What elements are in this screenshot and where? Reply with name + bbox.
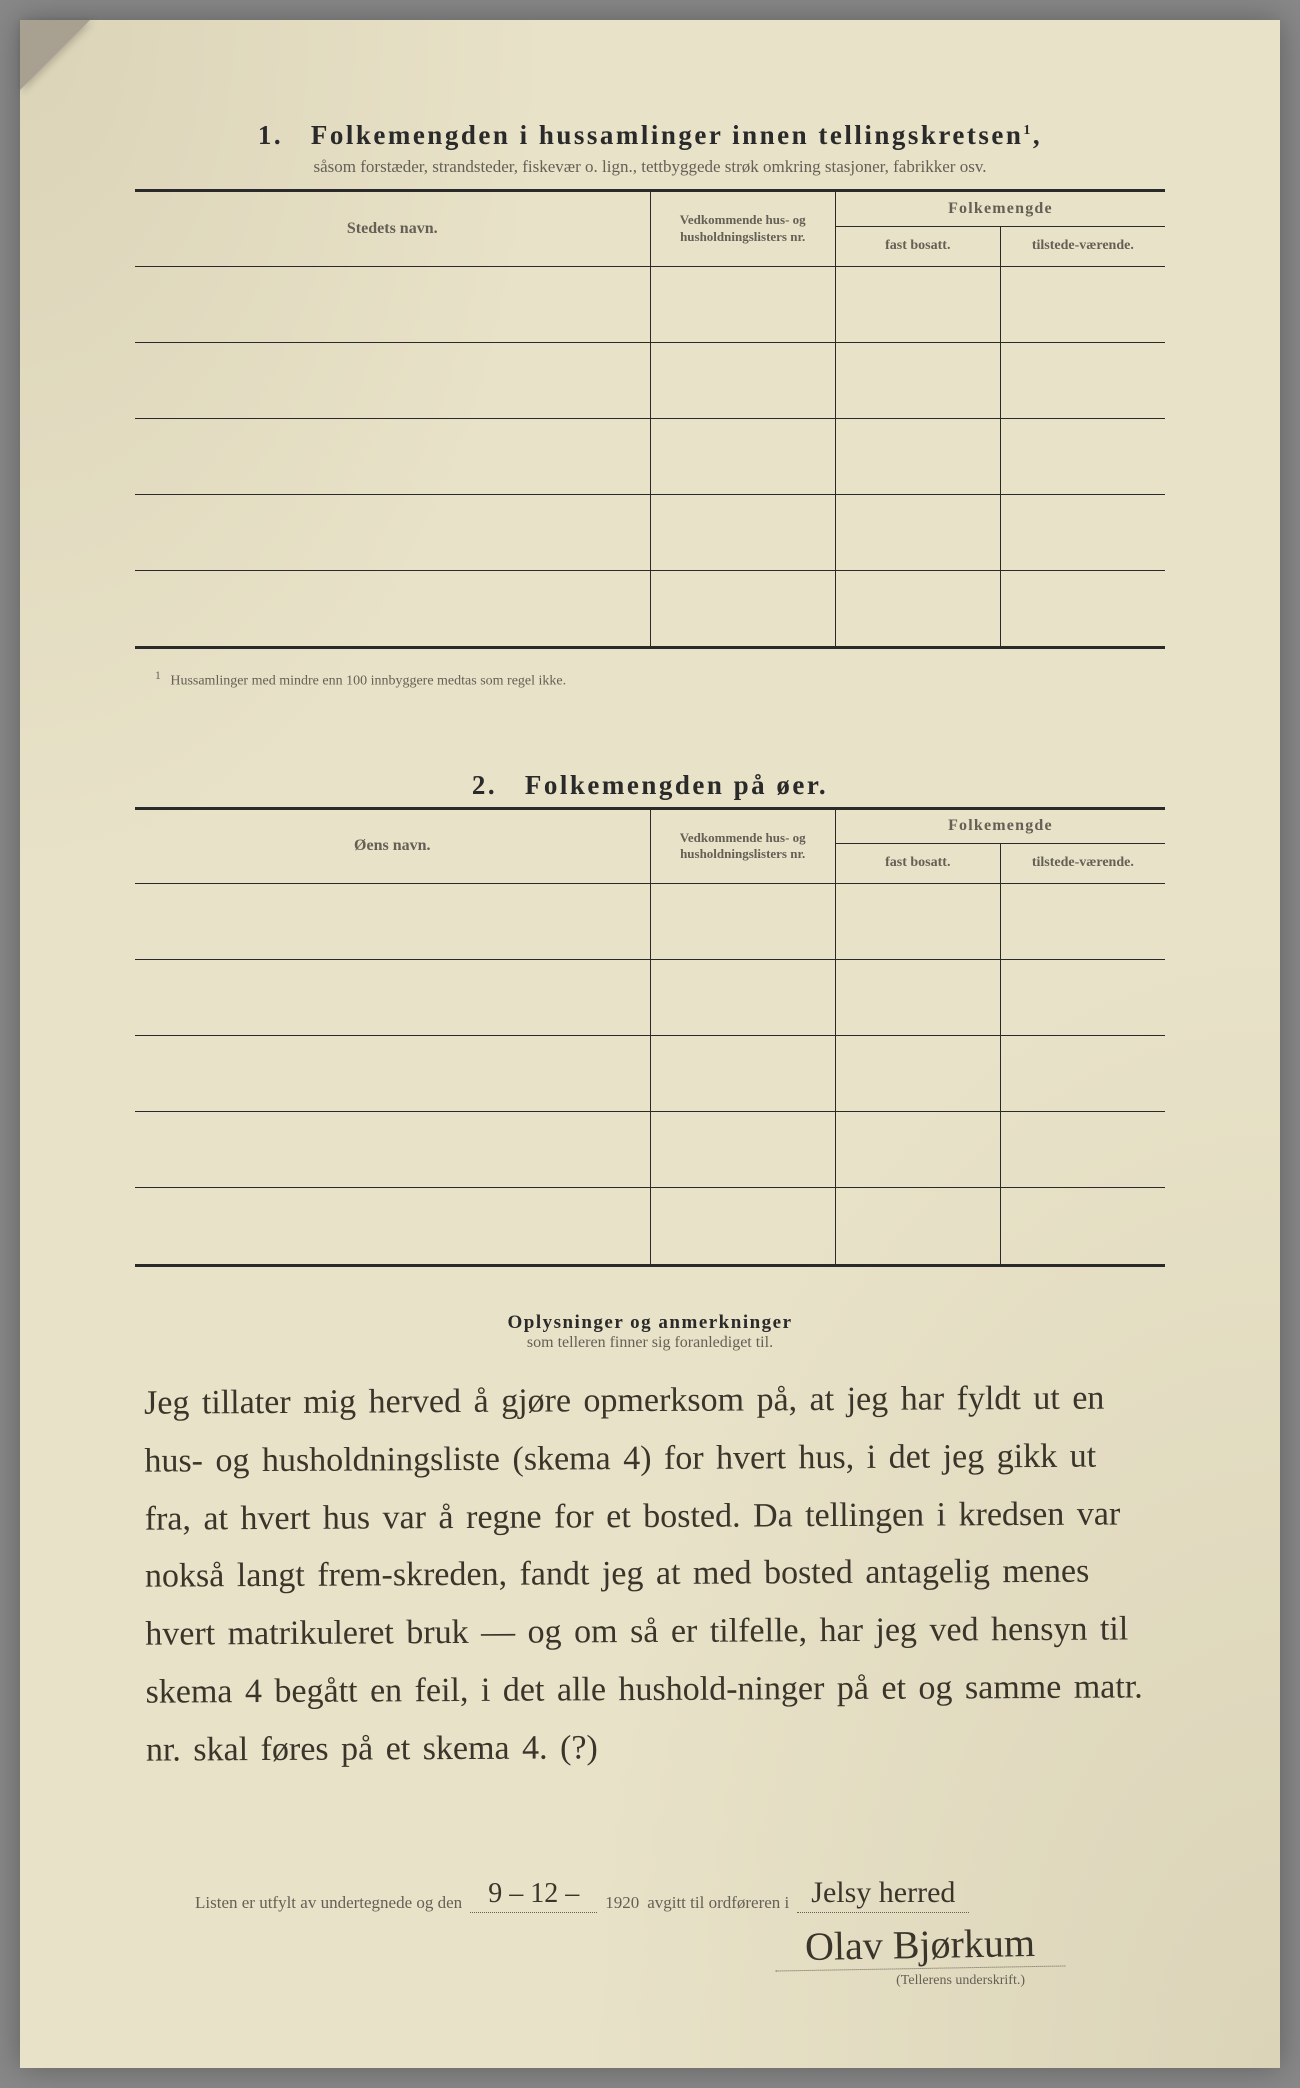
section2-title-text: Folkemengden på øer. [525, 770, 828, 800]
remarks-title: Oplysninger og anmerkninger [135, 1312, 1165, 1334]
signature-caption: (Tellerens underskrift.) [135, 1973, 1165, 1989]
col-stedets-navn: Stedets navn. [135, 192, 650, 266]
table-row [135, 494, 1165, 570]
section1-title-text: Folkemengden i hussamlinger innen tellin… [311, 120, 1024, 150]
divider [135, 1264, 1165, 1267]
footnote-mark: 1 [155, 669, 161, 682]
table-row [135, 1036, 1165, 1112]
col-tilstede: tilstede-værende. [1000, 226, 1165, 266]
col-lister-nr: Vedkommende hus- og husholdningslisters … [650, 810, 835, 884]
table-hussamlinger: Stedets navn. Vedkommende hus- og hushol… [135, 192, 1165, 646]
col-oens-navn: Øens navn. [135, 810, 650, 884]
signature-block: Olav Bjørkum [135, 1921, 1165, 1969]
col-fast: fast bosatt. [835, 226, 1000, 266]
divider [135, 646, 1165, 649]
section1-sup: 1 [1023, 123, 1033, 138]
attestation-date: 9 – 12 – [470, 1878, 597, 1913]
table2-body [135, 884, 1165, 1264]
col-folkemengde: Folkemengde [835, 192, 1165, 226]
table-row [135, 266, 1165, 342]
table-oer: Øens navn. Vedkommende hus- og husholdni… [135, 810, 1165, 1264]
section1-number: 1. [258, 120, 283, 150]
handwritten-remarks: Jeg tillater mig herved å gjøre opmerkso… [134, 1369, 1166, 1779]
attestation-place: Jelsy herred [797, 1876, 969, 1913]
table-row [135, 884, 1165, 960]
section2-title: 2. Folkemengden på øer. [135, 770, 1165, 801]
attestation-year: 1920 [605, 1893, 639, 1913]
census-form-page: 1. Folkemengden i hussamlinger innen tel… [20, 20, 1280, 2068]
signature: Olav Bjørkum [775, 1919, 1066, 1972]
table-row [135, 570, 1165, 646]
attestation-line: Listen er utfylt av undertegnede og den … [135, 1876, 1165, 1913]
section1-title: 1. Folkemengden i hussamlinger innen tel… [135, 120, 1165, 151]
table-row [135, 1188, 1165, 1264]
attestation-mid: avgitt til ordføreren i [647, 1893, 789, 1913]
section1-footnote: 1 Hussamlinger med mindre enn 100 innbyg… [135, 669, 1165, 690]
attestation-pre: Listen er utfylt av undertegnede og den [195, 1893, 462, 1913]
col-tilstede: tilstede-værende. [1000, 844, 1165, 884]
table-row [135, 418, 1165, 494]
table-row [135, 960, 1165, 1036]
section1-subtitle: såsom forstæder, strandsteder, fiskevær … [135, 157, 1165, 177]
footnote-text: Hussamlinger med mindre enn 100 innbygge… [170, 674, 566, 689]
remarks-subtitle: som telleren finner sig foranlediget til… [135, 1334, 1165, 1352]
table-row [135, 1112, 1165, 1188]
table-row [135, 342, 1165, 418]
table1-body [135, 266, 1165, 646]
col-fast: fast bosatt. [835, 844, 1000, 884]
section2-number: 2. [472, 770, 497, 800]
col-lister-nr: Vedkommende hus- og husholdningslisters … [650, 192, 835, 266]
col-folkemengde: Folkemengde [835, 810, 1165, 844]
